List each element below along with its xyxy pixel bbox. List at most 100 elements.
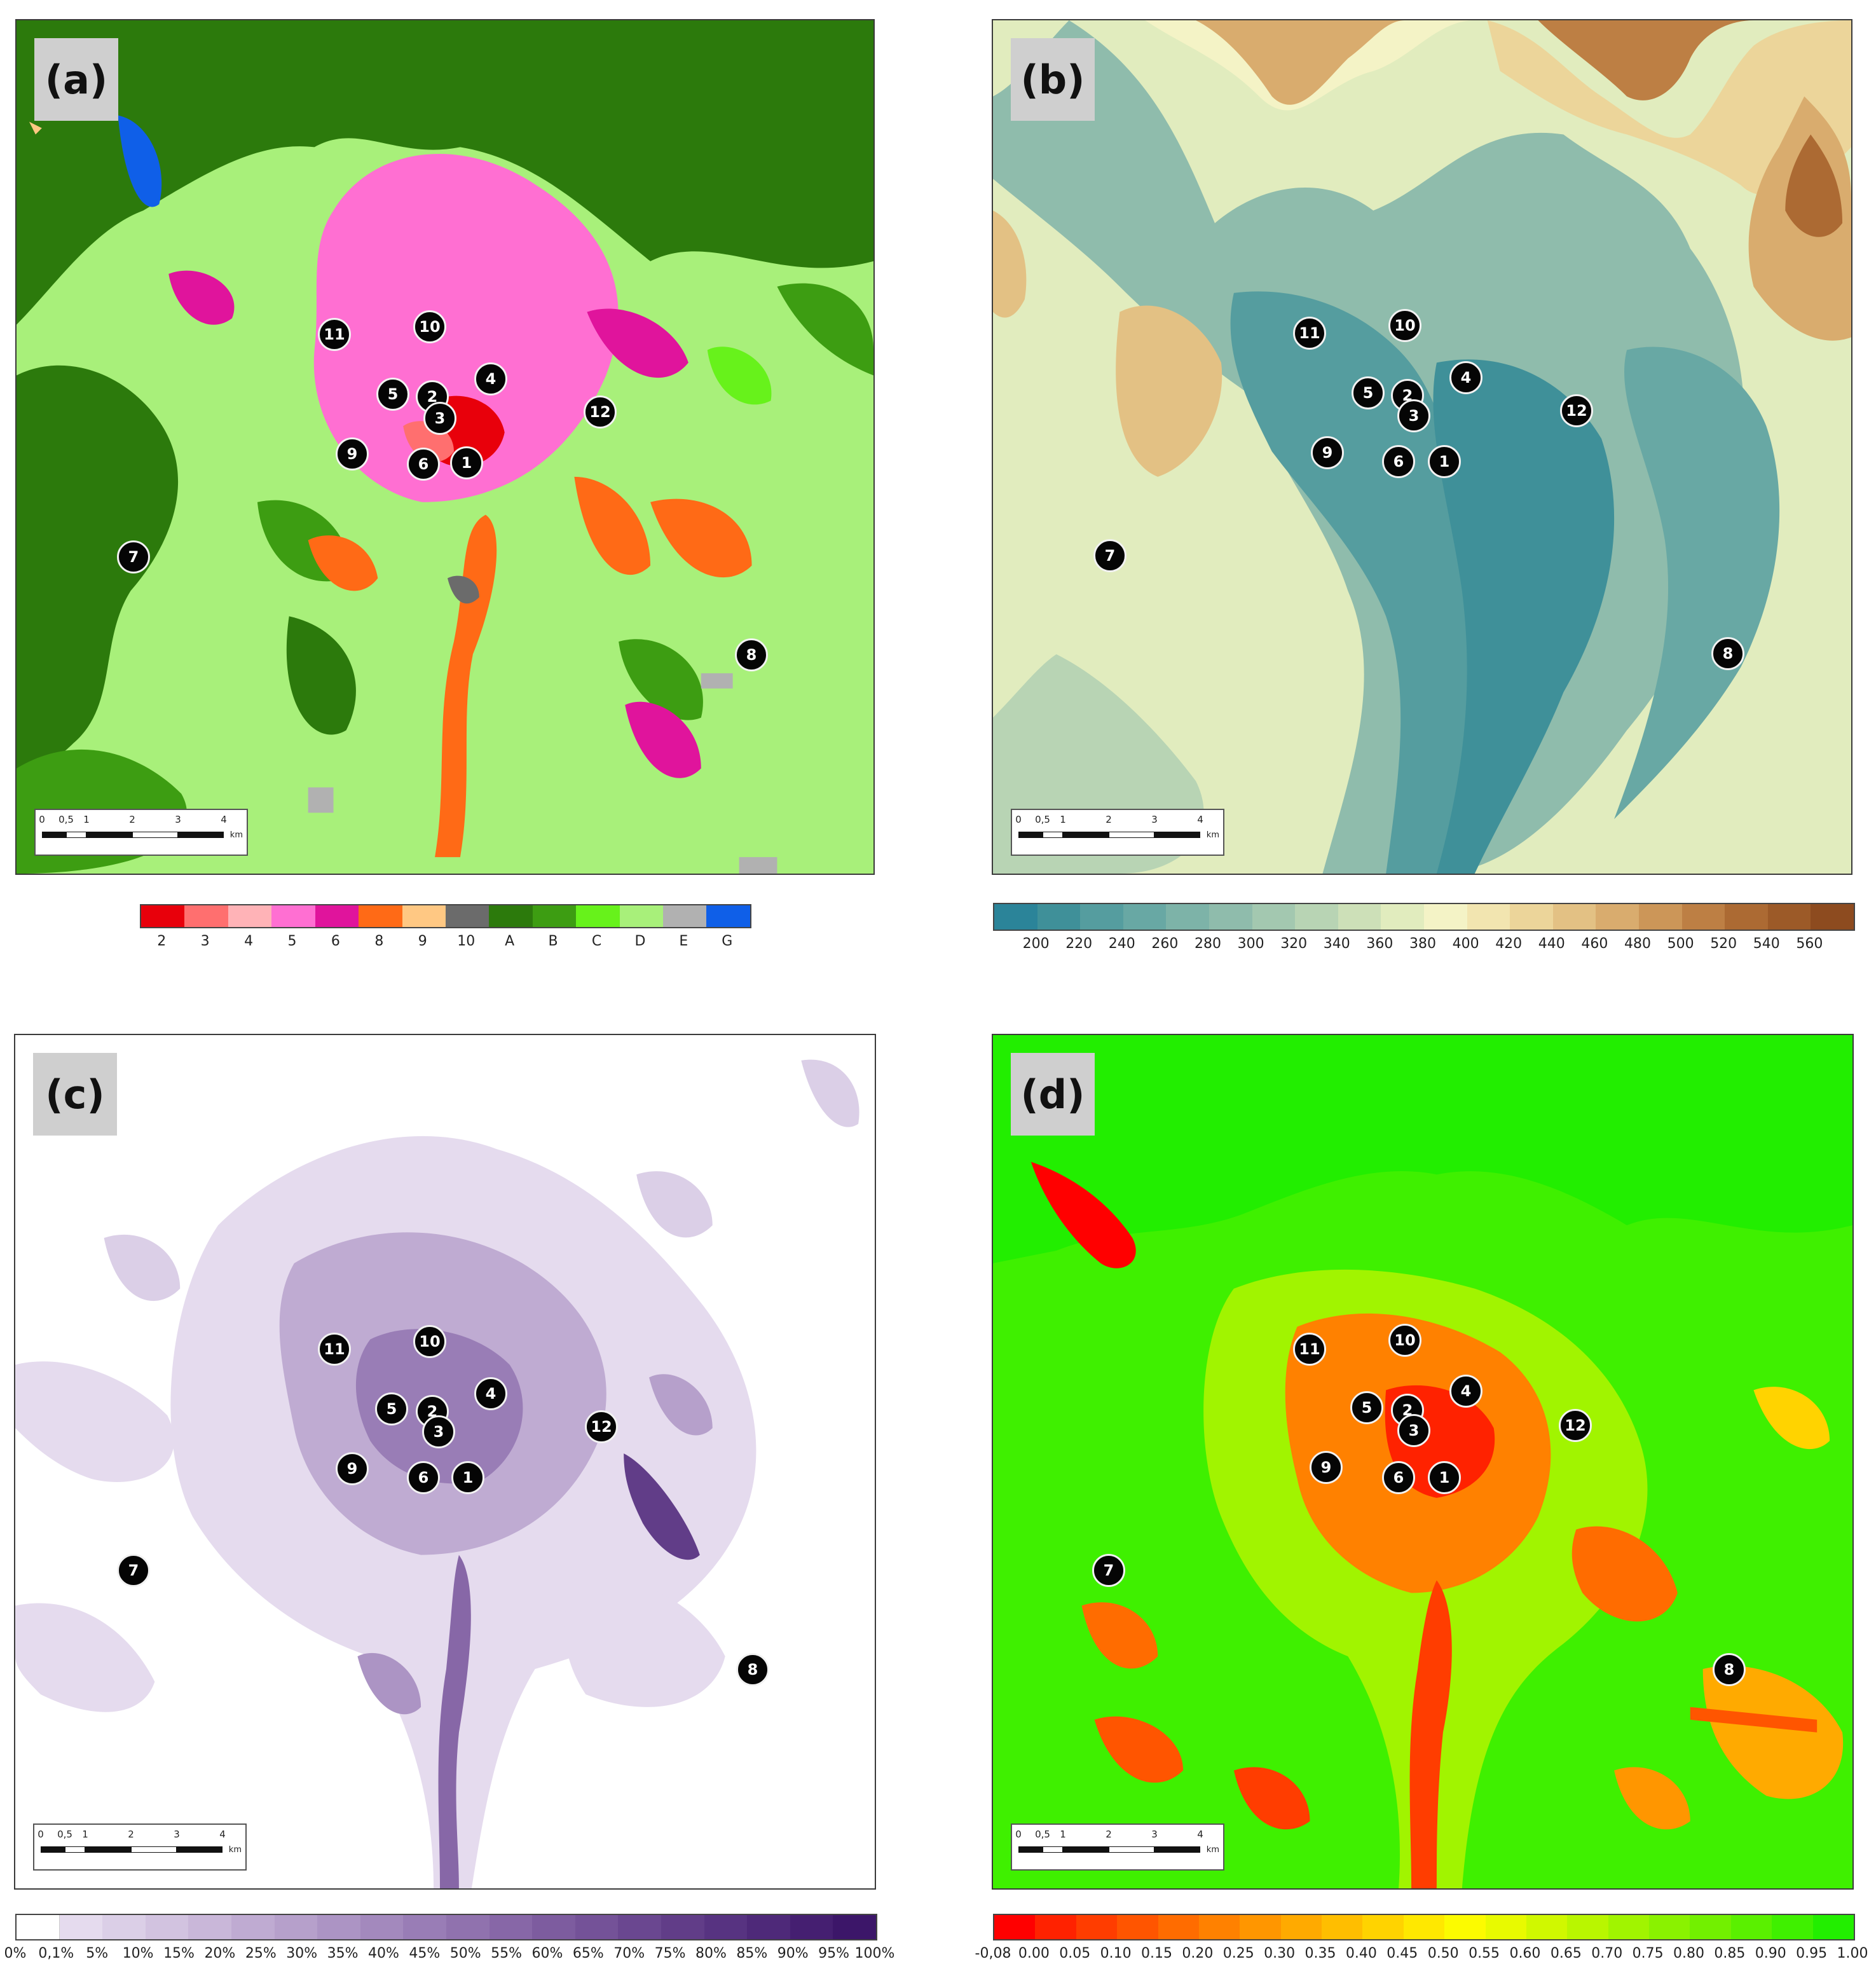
scale-segment — [1063, 1846, 1109, 1853]
legend-swatch — [271, 905, 315, 927]
scale-bar-d: 0 0,5 1 2 3 4 km — [1011, 1823, 1224, 1871]
legend-swatch — [532, 905, 577, 927]
legend-label: 300 — [1237, 936, 1264, 952]
legend-swatch — [141, 905, 185, 927]
legend-swatch — [1467, 904, 1510, 930]
panel-c-built-fraction-map: (c) 0 0,5 1 2 3 4 km 1 2 3 4 5 6 7 8 9 1… — [14, 1034, 876, 1890]
legend-label: 10 — [457, 933, 476, 949]
legend-label: 5 — [287, 933, 297, 949]
legend-label: 9 — [418, 933, 427, 949]
legend-label: 0.30 — [1264, 1946, 1296, 1961]
station-marker-9: 9 — [336, 437, 369, 470]
legend-swatch — [661, 1915, 704, 1939]
station-marker-10: 10 — [1388, 309, 1421, 342]
legend-label: 560 — [1796, 936, 1823, 952]
legend-label: 80% — [695, 1946, 727, 1961]
scale-segment — [1018, 1846, 1043, 1853]
legend-swatch — [188, 1915, 231, 1939]
legend-label: 320 — [1280, 936, 1308, 952]
legend-swatch — [1166, 904, 1209, 930]
scale-segment — [1154, 832, 1200, 838]
legend-label: 70% — [613, 1946, 645, 1961]
legend-label: 0,1% — [38, 1946, 74, 1961]
legend-label: 75% — [654, 1946, 686, 1961]
scale-tick-2: 2 — [129, 814, 135, 825]
legend-label: 0.35 — [1304, 1946, 1336, 1961]
legend-swatch — [1208, 904, 1252, 930]
station-marker-10: 10 — [413, 1325, 446, 1358]
legend-swatch — [618, 1915, 661, 1939]
legend-label: 360 — [1366, 936, 1393, 952]
legend-swatch — [317, 1915, 360, 1939]
legend-swatch — [360, 1915, 404, 1939]
scale-segment — [66, 832, 86, 838]
scale-unit: km — [229, 830, 243, 840]
legend-swatch — [1362, 1915, 1404, 1939]
legend-swatch — [315, 905, 359, 927]
legend-swatch — [575, 1915, 619, 1939]
legend-elevation — [993, 903, 1855, 931]
legend-label: 50% — [449, 1946, 481, 1961]
scale-tick-0: 0 — [1015, 1829, 1022, 1840]
legend-land-cover — [140, 904, 751, 928]
legend-label: 6 — [331, 933, 340, 949]
legend-swatch — [1552, 904, 1596, 930]
legend-label: 0.05 — [1059, 1946, 1091, 1961]
scale-segment — [1018, 832, 1043, 838]
station-marker-9: 9 — [1311, 436, 1344, 469]
station-marker-11: 11 — [318, 318, 351, 351]
scale-tick-0-5: 0,5 — [1035, 814, 1050, 825]
legend-swatch — [1681, 904, 1725, 930]
scale-unit: km — [228, 1845, 242, 1855]
legend-swatch — [489, 1915, 533, 1939]
station-marker-5: 5 — [376, 378, 409, 411]
panel-label-c: (c) — [33, 1053, 117, 1136]
legend-label: 15% — [163, 1946, 195, 1961]
legend-swatch — [1608, 1915, 1649, 1939]
legend-label: 200 — [1022, 936, 1050, 952]
legend-label: 0.85 — [1714, 1946, 1746, 1961]
scale-tick-3: 3 — [175, 814, 181, 825]
legend-swatch — [1690, 1915, 1731, 1939]
scale-segment — [1063, 832, 1109, 838]
scale-tick-3: 3 — [174, 1829, 180, 1840]
panel-d-ndvi-map: (d) 0 0,5 1 2 3 4 km 1 2 3 4 5 6 7 8 9 1… — [992, 1034, 1854, 1890]
legend-label: A — [505, 933, 515, 949]
built-fraction-raster — [15, 1035, 875, 1888]
legend-label: 0.95 — [1796, 1946, 1828, 1961]
legend-swatch — [1280, 1915, 1322, 1939]
station-marker-12: 12 — [1560, 394, 1593, 427]
legend-ndvi — [993, 1914, 1855, 1940]
legend-swatch — [532, 1915, 575, 1939]
scale-tick-0: 0 — [39, 814, 45, 825]
station-marker-3: 3 — [1397, 1414, 1430, 1447]
station-marker-4: 4 — [1449, 1375, 1482, 1408]
scale-bar-b: 0 0,5 1 2 3 4 km — [1011, 809, 1224, 856]
legend-swatch — [1767, 904, 1811, 930]
legend-swatch — [576, 905, 620, 927]
legend-label: 65% — [572, 1946, 604, 1961]
legend-label: 0.45 — [1386, 1946, 1418, 1961]
scale-tick-0-5: 0,5 — [1035, 1829, 1050, 1840]
legend-swatch — [1772, 1915, 1813, 1939]
legend-swatch — [1035, 1915, 1076, 1939]
legend-swatch — [1158, 1915, 1199, 1939]
scale-tick-2: 2 — [1106, 1829, 1112, 1840]
station-marker-11: 11 — [1293, 1333, 1326, 1366]
station-marker-5: 5 — [375, 1392, 408, 1425]
station-marker-3: 3 — [1397, 399, 1430, 432]
scale-segment — [178, 832, 224, 838]
legend-swatch — [994, 1915, 1036, 1939]
scale-tick-0-5: 0,5 — [57, 1829, 72, 1840]
legend-label: 10% — [122, 1946, 154, 1961]
legend-label: 0.70 — [1591, 1946, 1623, 1961]
station-marker-8: 8 — [1713, 1653, 1746, 1686]
legend-swatch — [663, 905, 707, 927]
legend-swatch — [747, 1915, 790, 1939]
legend-swatch — [1510, 904, 1553, 930]
legend-swatch — [1295, 904, 1338, 930]
scale-segment — [65, 1846, 85, 1853]
legend-label: 520 — [1710, 936, 1737, 952]
legend-swatch — [145, 1915, 189, 1939]
legend-label: 0.80 — [1673, 1946, 1704, 1961]
